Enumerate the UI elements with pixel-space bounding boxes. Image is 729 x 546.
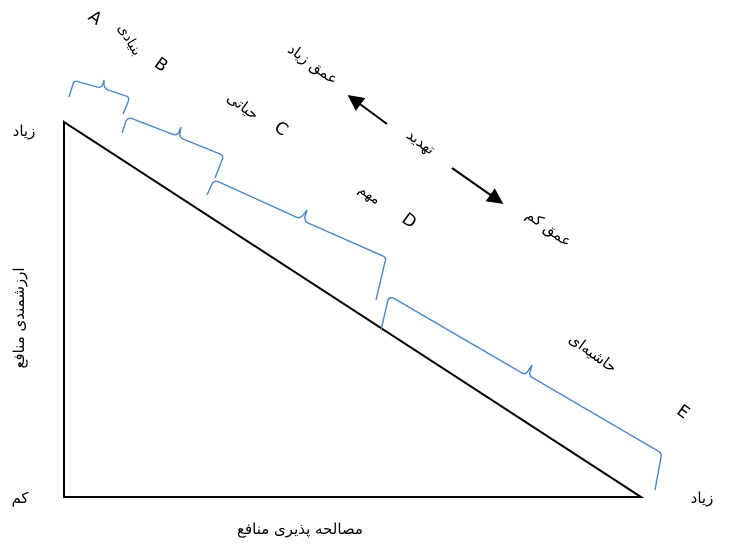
y-axis-label: ارزشمندی منافع: [10, 267, 28, 368]
zone-c-letter: C: [270, 117, 291, 140]
x-axis-high-label: زیاد: [691, 489, 714, 507]
zone-a-name: بنیادی: [114, 21, 145, 58]
zone-b-letter: B: [150, 53, 171, 76]
zone-d-letter: D: [398, 209, 420, 233]
bracket-b: [121, 117, 224, 179]
zone-d-name: مهم: [355, 181, 383, 208]
triangle: [63, 120, 645, 498]
zone-c-name: حیاتی: [223, 88, 262, 123]
threat-deep-label: عمق زیاد: [284, 40, 341, 88]
y-axis-low-label: کم: [11, 489, 29, 507]
zone-a-letter: A: [84, 6, 105, 29]
zone-e-name: حاشیه‌ای: [565, 330, 620, 377]
threat-label: تهدید: [403, 126, 439, 159]
threat-arrow-deep: [347, 95, 388, 125]
bracket-a: [68, 79, 130, 115]
zone-e-letter: E: [673, 401, 693, 423]
bracket-c: [206, 180, 387, 301]
threat-arrow-shallow: [451, 167, 504, 204]
bracket-d: [380, 297, 662, 491]
y-axis-high-label: زیاد: [13, 122, 36, 140]
threat-shallow-label: عمق کم: [523, 205, 576, 250]
x-axis-label: مصالحه پذیری منافع: [237, 520, 363, 539]
